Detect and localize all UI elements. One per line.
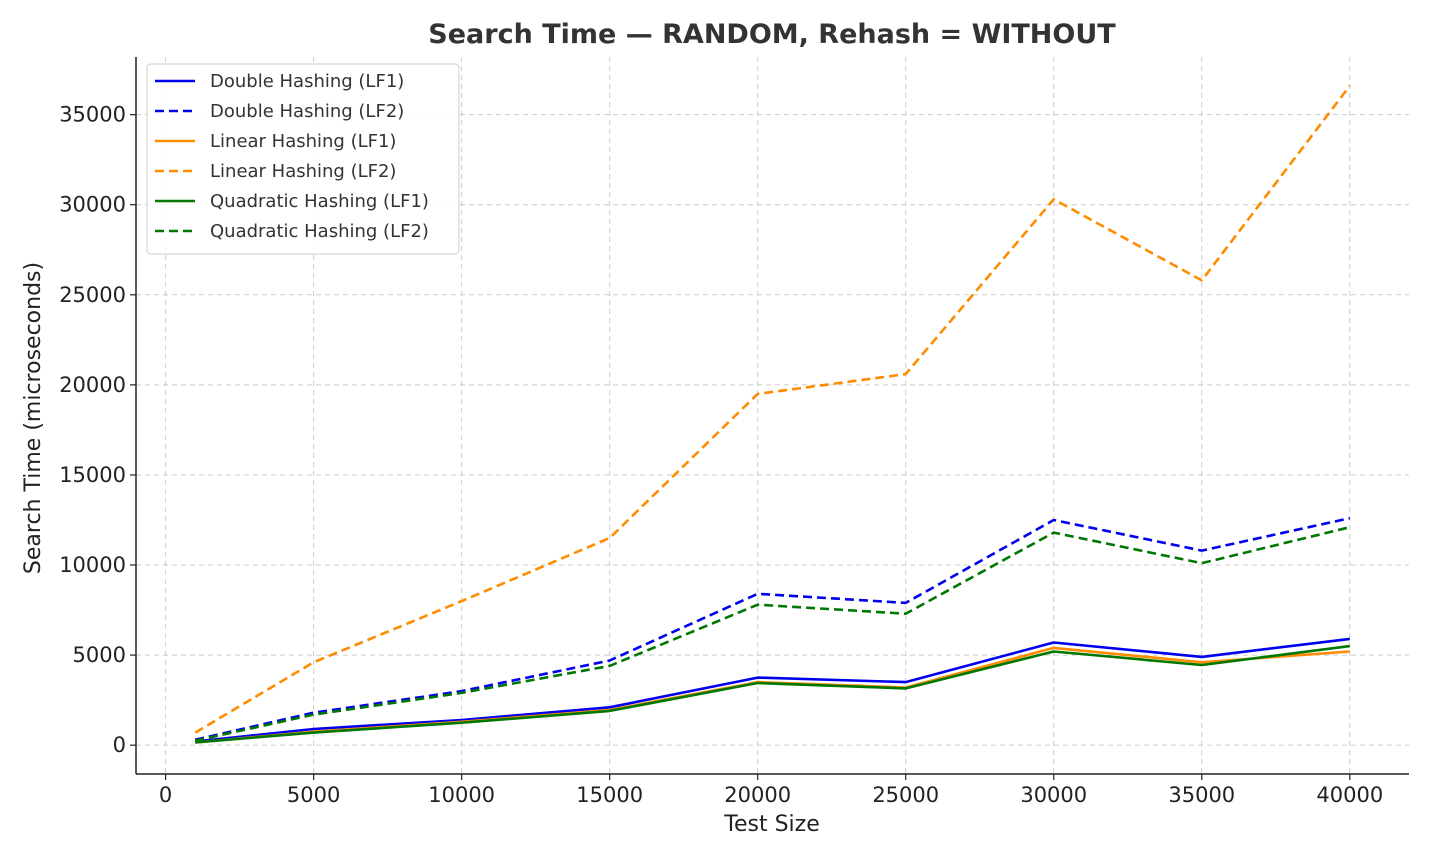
- x-tick-label: 5000: [287, 783, 340, 807]
- x-tick-label: 0: [159, 783, 172, 807]
- y-axis-label: Search Time (microseconds): [21, 262, 46, 574]
- y-tick-label: 20000: [59, 373, 126, 397]
- legend-label: Double Hashing (LF2): [210, 101, 404, 122]
- series-lines: [194, 85, 1351, 744]
- legend-label: Quadratic Hashing (LF1): [210, 191, 429, 212]
- y-tick-label: 0: [113, 733, 126, 757]
- series-line-2: [194, 516, 1351, 742]
- axes: [130, 57, 1409, 780]
- x-tick-label: 35000: [1168, 783, 1235, 807]
- legend-label: Double Hashing (LF1): [210, 71, 404, 92]
- x-tick-label: 10000: [428, 783, 495, 807]
- legend-label: Quadratic Hashing (LF2): [210, 221, 429, 242]
- tick-labels: 0 5000 10000 15000 20000 25000 30000 35000 40000…: [59, 103, 1383, 807]
- x-tick-label: 25000: [872, 783, 939, 807]
- y-tick-label: 5000: [73, 643, 126, 667]
- x-tick-label: 30000: [1020, 783, 1087, 807]
- y-tick-label: 30000: [59, 193, 126, 217]
- chart-title: Search Time — RANDOM, Rehash = WITHOUT: [428, 19, 1116, 50]
- legend: Double Hashing (LF1) Double Hashing (LF2)…: [146, 63, 460, 255]
- series-line-5: [195, 644, 1350, 744]
- y-tick-label: 10000: [59, 553, 126, 577]
- legend-label: Linear Hashing (LF2): [210, 161, 396, 182]
- x-tick-label: 15000: [576, 783, 643, 807]
- x-axis-label: Test Size: [723, 812, 819, 837]
- y-tick-label: 35000: [59, 103, 126, 127]
- legend-box: [146, 63, 460, 255]
- series-line-1: [195, 637, 1350, 743]
- legend-label: Linear Hashing (LF1): [210, 131, 396, 152]
- series-line-4: [194, 85, 1351, 734]
- y-tick-label: 15000: [59, 463, 126, 487]
- y-tick-label: 25000: [59, 283, 126, 307]
- series-line-6: [194, 525, 1351, 742]
- x-tick-label: 20000: [724, 783, 791, 807]
- x-tick-label: 40000: [1316, 783, 1383, 807]
